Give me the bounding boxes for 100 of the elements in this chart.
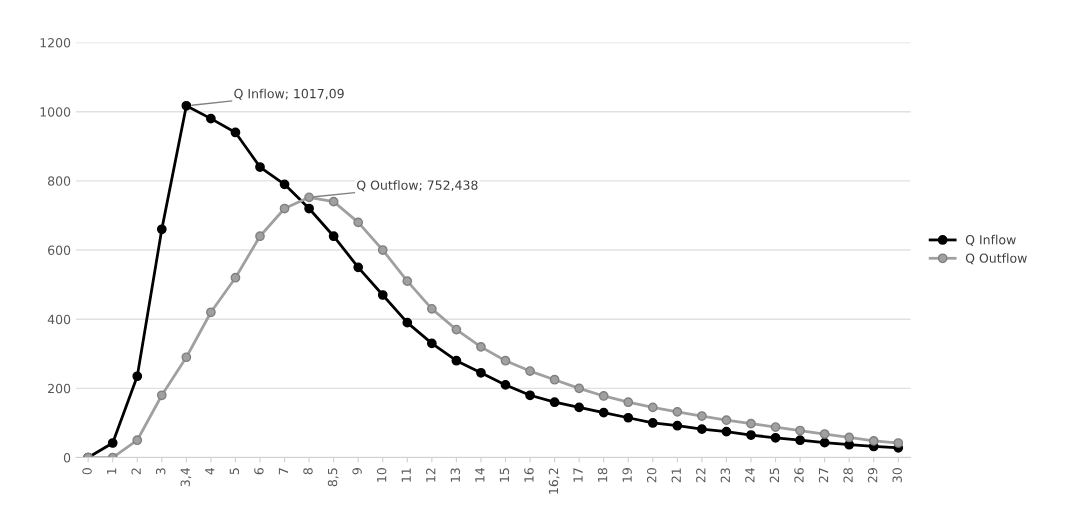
point (795, 435, 805, 446)
point (844, 432, 855, 443)
point (206, 307, 216, 318)
annotation: Q Outflow; 752,438 (357, 180, 478, 192)
x-tick-label: 25 (769, 468, 780, 483)
point (304, 192, 314, 203)
x-tick-label: 20 (646, 468, 657, 483)
point (206, 113, 216, 124)
point (598, 391, 609, 401)
x-tick-label: 3 (155, 468, 166, 475)
point (107, 438, 118, 448)
point (132, 371, 143, 382)
x-tick-label: 23 (720, 468, 731, 483)
y-tick-label: 600 (48, 245, 71, 255)
point (328, 231, 339, 242)
point (255, 231, 265, 242)
y-tick-label: 800 (48, 176, 71, 186)
point (746, 430, 756, 440)
point (500, 380, 511, 390)
point (819, 437, 830, 448)
x-tick-label: 24 (745, 467, 755, 483)
x-tick-label: 6 (254, 468, 264, 475)
point (893, 438, 904, 448)
x-tick-label: 7 (278, 468, 288, 475)
point (156, 390, 167, 401)
point (353, 217, 364, 228)
point (647, 402, 658, 413)
point (230, 127, 241, 138)
point (156, 224, 167, 235)
point (746, 418, 756, 429)
point (304, 203, 314, 214)
x-tick-label: 29 (867, 468, 878, 483)
x-tick-label: 30 (892, 468, 902, 483)
legend-label: Q Inflow (965, 234, 1016, 246)
point (868, 436, 879, 446)
point (672, 407, 683, 417)
x-tick-label: 15 (499, 468, 510, 482)
point (476, 342, 486, 352)
point (697, 424, 707, 435)
point (697, 411, 707, 421)
point (819, 429, 830, 439)
x-tick-label: 19 (622, 468, 632, 482)
x-tick-label: 0 (82, 468, 92, 475)
x-tick-label: 9 (352, 468, 362, 475)
point (402, 317, 413, 328)
x-tick-label: 26 (794, 468, 804, 483)
point (181, 352, 192, 363)
point (132, 435, 143, 446)
point (623, 397, 634, 408)
point (328, 196, 339, 207)
legend-label: Q Outflow (965, 253, 1027, 265)
y-tick-label: 400 (47, 314, 71, 325)
y-tick-label: 1000 (40, 107, 71, 117)
x-tick-label: 8 (303, 468, 313, 475)
x-tick-label: 18 (597, 468, 608, 482)
point (770, 432, 781, 443)
x-tick-label: 10 (376, 468, 387, 482)
point (279, 203, 290, 214)
point (623, 412, 634, 423)
point (598, 407, 609, 418)
x-tick-label: 5 (229, 468, 240, 475)
x-tick-label: 8,5 (327, 468, 339, 487)
point (377, 245, 388, 255)
point (181, 100, 192, 111)
x-tick-label: 17 (573, 468, 583, 482)
point (279, 179, 290, 190)
point (426, 338, 437, 349)
point (574, 383, 585, 394)
point (574, 402, 585, 413)
x-tick-label: 22 (696, 468, 706, 483)
x-tick-label: 12 (426, 468, 436, 482)
point (476, 367, 486, 378)
point (402, 276, 413, 287)
point (525, 390, 535, 401)
point (500, 355, 511, 366)
point (647, 418, 658, 428)
x-tick-label: 2 (131, 468, 141, 475)
x-tick-label: 14 (475, 467, 485, 482)
x-tick-label: 27 (818, 468, 829, 483)
point (549, 397, 560, 408)
y-tick-label: 1200 (40, 38, 71, 48)
point (672, 420, 683, 431)
x-tick-label: 13 (450, 468, 461, 482)
x-tick-label: 4 (205, 467, 215, 475)
point (549, 374, 560, 385)
point (255, 162, 265, 172)
x-tick-label: 1 (107, 468, 117, 474)
x-tick-label: 3,4 (180, 467, 192, 487)
point (721, 426, 732, 437)
point (426, 303, 437, 314)
x-tick-label: 16 (524, 468, 534, 482)
point (451, 324, 462, 335)
x-tick-label: 28 (843, 468, 853, 483)
point (525, 366, 535, 376)
annotation: Q Inflow; 1017,09 (234, 88, 344, 100)
y-tick-label: 200 (48, 383, 71, 394)
point (377, 290, 388, 300)
point (721, 415, 732, 426)
point (451, 355, 462, 366)
point (795, 425, 805, 436)
